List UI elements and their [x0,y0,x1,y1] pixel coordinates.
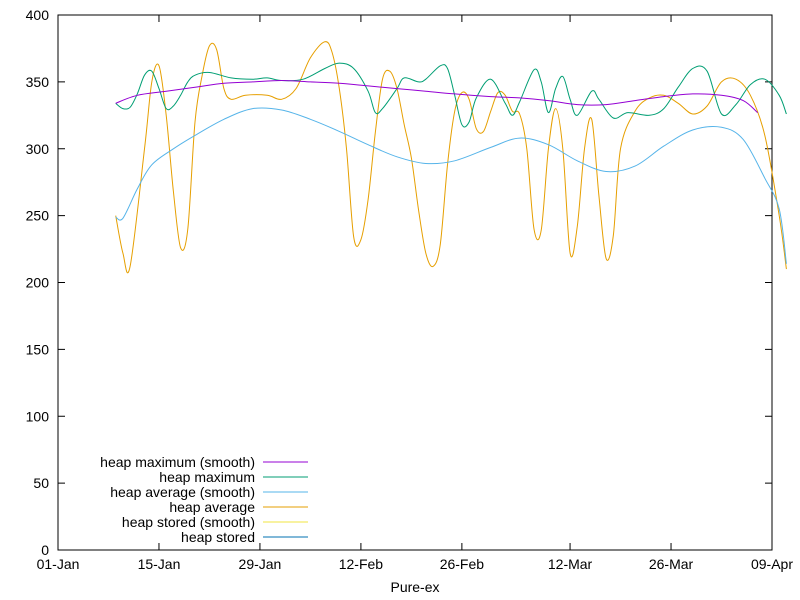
y-tick-label: 100 [26,408,50,424]
series-line-heap-maximum-smooth [115,79,758,113]
x-tick-label: 26-Feb [440,556,485,572]
x-tick-label: 12-Mar [548,556,593,572]
y-tick-label: 150 [26,341,50,357]
legend-label: heap average (smooth) [110,484,255,500]
x-tick-label: 01-Jan [37,556,80,572]
y-tick-label: 350 [26,74,50,90]
legend-label: heap maximum [159,469,255,485]
y-tick-label: 0 [41,542,49,558]
y-tick-label: 400 [26,7,50,23]
legend-label: heap average [169,499,255,515]
legend-label: heap stored [181,529,255,545]
y-axis: 0 50 100 150 200 250 300 350 400 [26,7,772,558]
legend-label: heap maximum (smooth) [100,454,255,470]
x-tick-label: 15-Jan [138,556,181,572]
y-tick-label: 250 [26,208,50,224]
x-tick-label: 26-Mar [649,556,694,572]
x-tick-label: 12-Feb [339,556,384,572]
x-tick-label: 29-Jan [239,556,282,572]
legend-label: heap stored (smooth) [122,514,255,530]
series-line-heap-average [115,41,787,274]
y-tick-label: 50 [33,475,49,491]
y-tick-label: 200 [26,275,50,291]
series-layer [115,41,787,274]
x-axis: 01-Jan 15-Jan 29-Jan 12-Feb 26-Feb 12-Mar 26-M… [37,15,793,572]
x-axis-label: Pure-ex [390,579,439,595]
series-line-heap-maximum [115,62,787,128]
y-tick-label: 300 [26,141,50,157]
x-tick-label: 09-Apr [751,556,793,572]
series-line-heap-average-smooth [115,107,787,264]
